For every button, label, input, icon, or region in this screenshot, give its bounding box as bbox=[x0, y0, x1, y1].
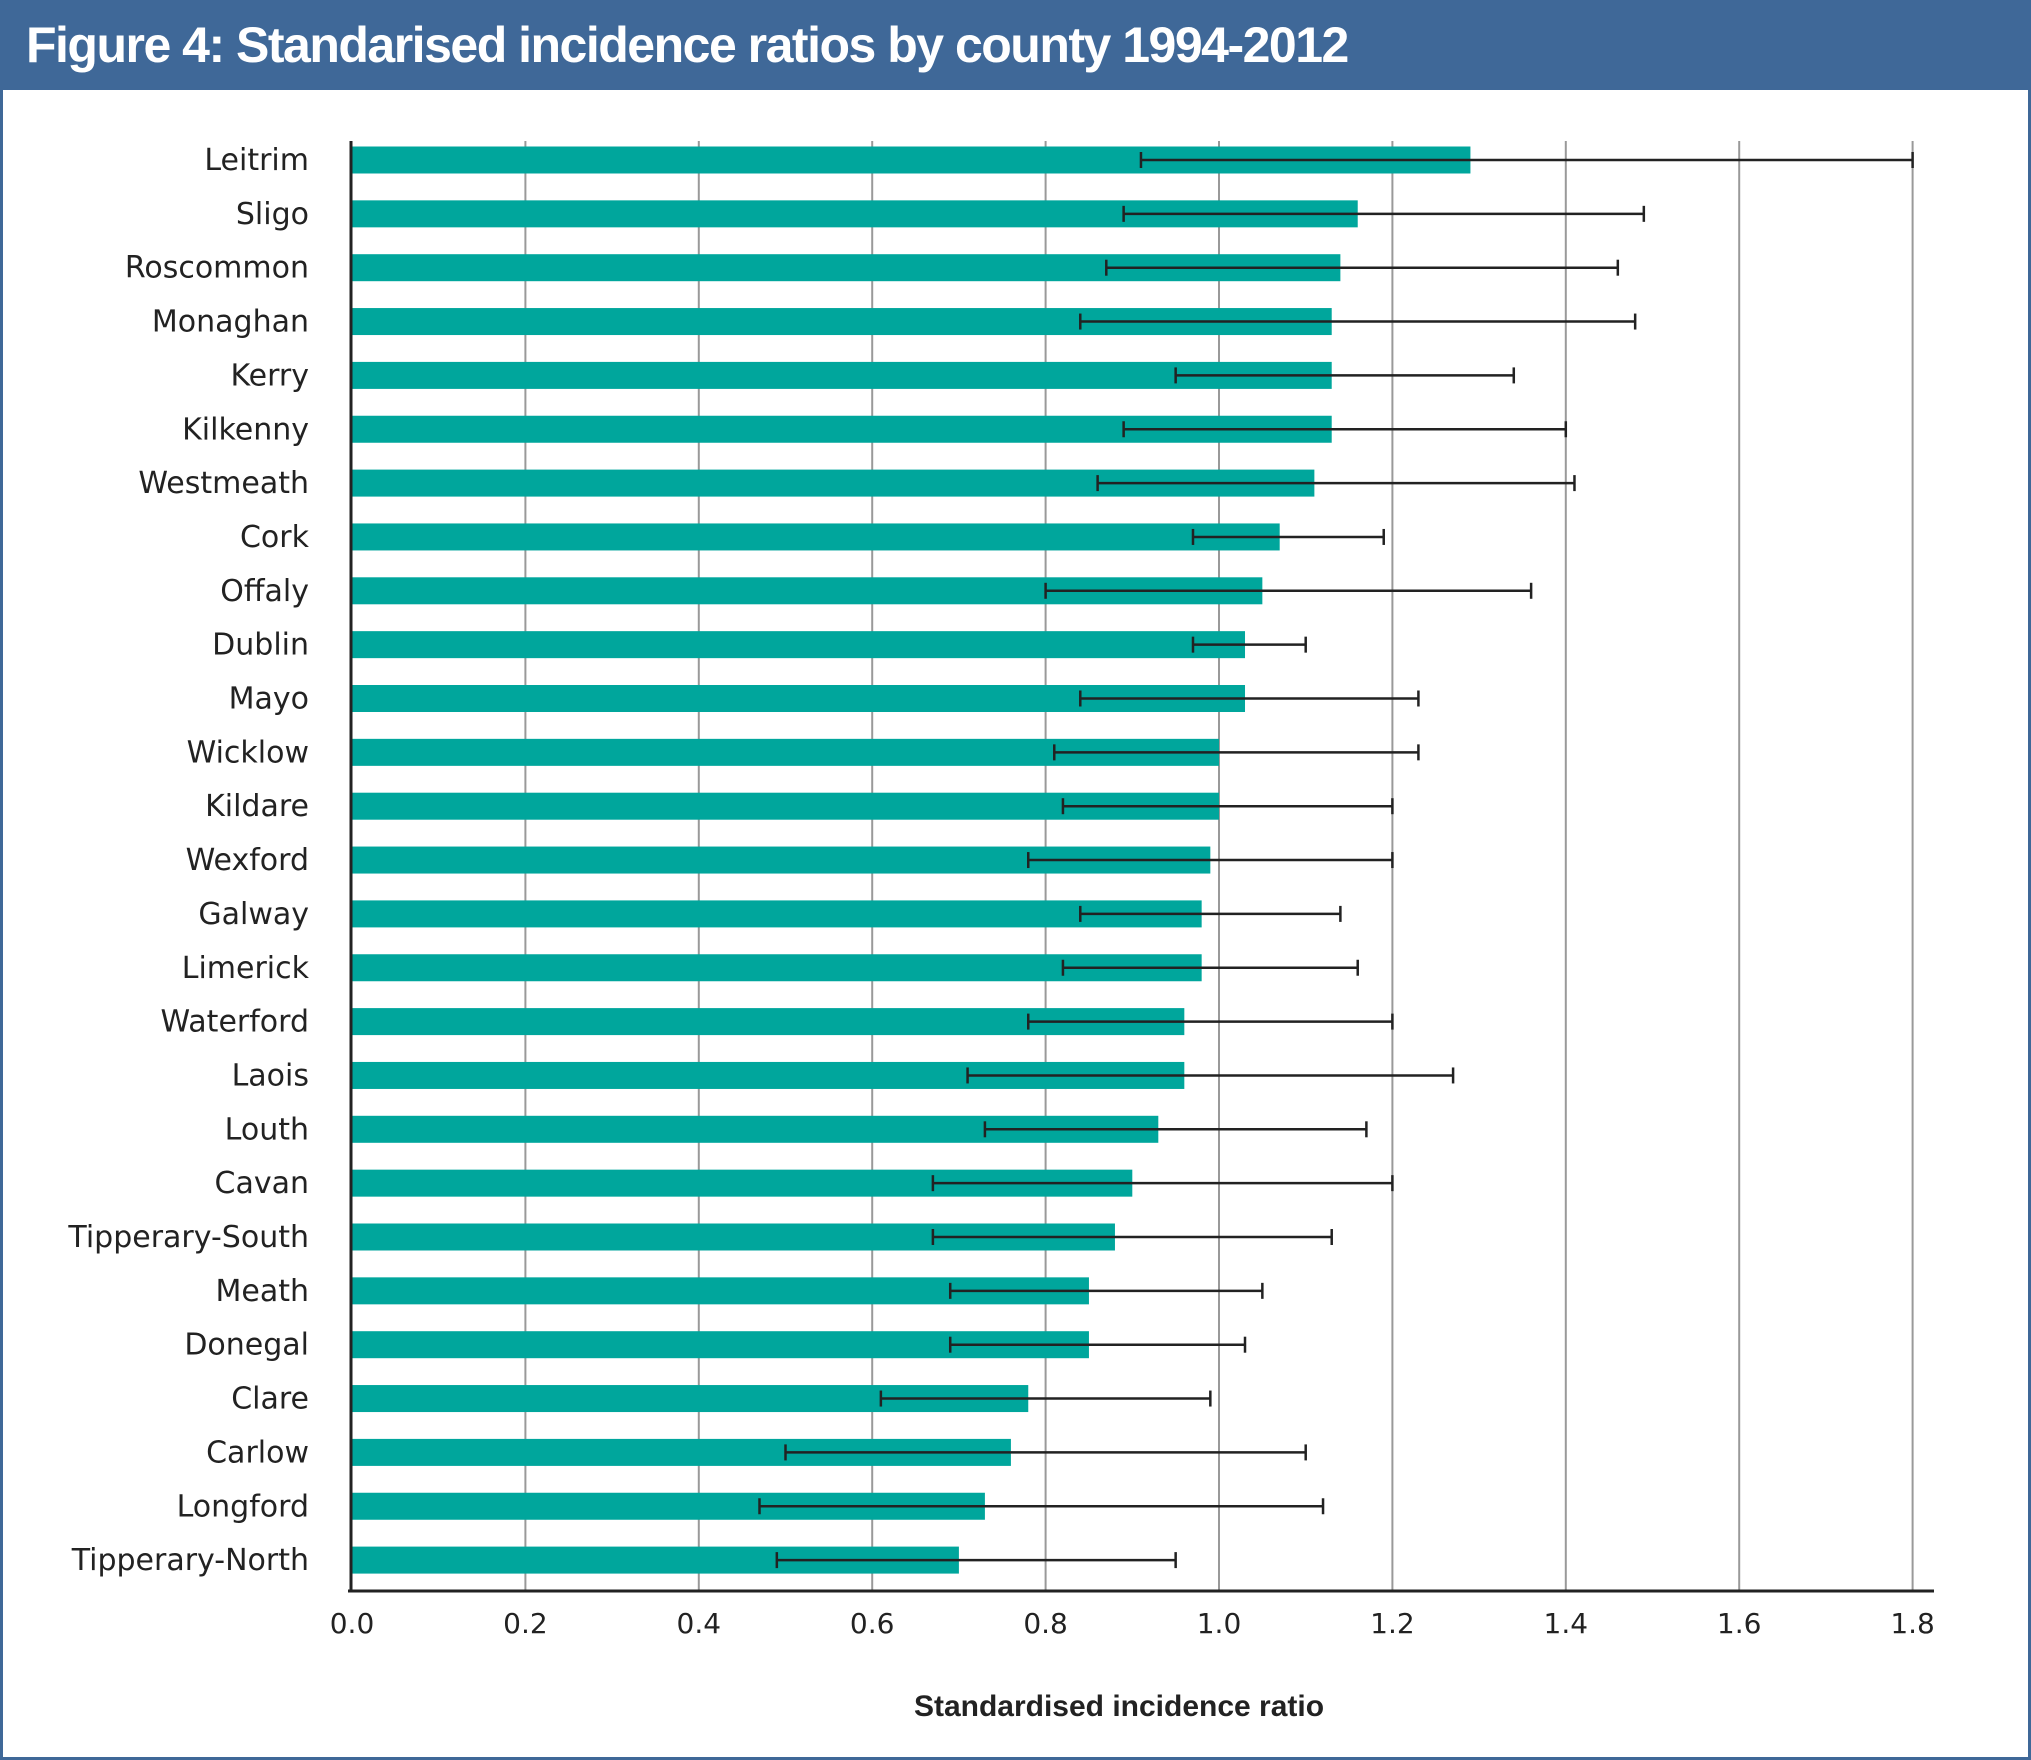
error-bar bbox=[1061, 798, 1394, 815]
axes bbox=[348, 141, 1934, 1593]
error-bar bbox=[1079, 690, 1420, 707]
category-label: Wicklow bbox=[187, 735, 309, 770]
x-tick-label: 0.8 bbox=[1023, 1607, 1068, 1640]
category-label: Westmeath bbox=[138, 466, 309, 501]
x-tick-label: 1.4 bbox=[1544, 1607, 1589, 1640]
category-label: Mayo bbox=[229, 682, 309, 717]
category-label: Tipperary-North bbox=[71, 1543, 309, 1578]
error-bar bbox=[1105, 259, 1620, 276]
category-label: Donegal bbox=[184, 1328, 309, 1363]
error-bar bbox=[1191, 636, 1307, 653]
category-label: Waterford bbox=[161, 1005, 309, 1040]
error-bar bbox=[1027, 1013, 1394, 1030]
error-bar bbox=[1096, 475, 1576, 492]
x-tick-labels: 0.0 0.2 0.4 0.6 0.8 1.0 1.2 1.4 1.6 1.8 bbox=[330, 1607, 1935, 1640]
category-label: Offaly bbox=[220, 574, 309, 609]
category-label: Kildare bbox=[205, 789, 309, 824]
category-label: Roscommon bbox=[125, 251, 309, 286]
category-label: Galway bbox=[198, 897, 309, 932]
error-bar bbox=[1079, 313, 1637, 330]
x-tick-label: 0.2 bbox=[503, 1607, 548, 1640]
category-label: Cavan bbox=[215, 1166, 309, 1201]
error-bar bbox=[948, 1282, 1264, 1299]
error-bar bbox=[1122, 205, 1646, 222]
error-bar bbox=[1139, 152, 1914, 168]
category-labels: Leitrim Sligo Roscommon Monaghan Kerry Kilken… bbox=[67, 143, 309, 1578]
error-bar bbox=[1053, 744, 1420, 761]
category-label: Leitrim bbox=[204, 143, 309, 178]
error-bar bbox=[948, 1336, 1247, 1353]
error-bar bbox=[1027, 852, 1394, 869]
error-bar bbox=[758, 1498, 1325, 1515]
figure-title: Figure 4: Standarised incidence ratios b… bbox=[26, 17, 1349, 73]
category-label: Louth bbox=[225, 1112, 309, 1147]
bar bbox=[352, 523, 1280, 551]
category-label: Limerick bbox=[182, 951, 310, 986]
category-label: Tipperary-South bbox=[67, 1220, 309, 1255]
category-label: Wexford bbox=[186, 843, 309, 878]
error-bar bbox=[1191, 528, 1385, 545]
error-bar bbox=[983, 1121, 1368, 1138]
x-tick-label: 1.6 bbox=[1717, 1607, 1762, 1640]
bar bbox=[352, 361, 1332, 389]
category-label: Kilkenny bbox=[182, 412, 309, 447]
error-bar bbox=[1044, 582, 1533, 599]
title-bar: Figure 4: Standarised incidence ratios b… bbox=[0, 0, 2031, 90]
x-tick-label: 1.8 bbox=[1890, 1607, 1935, 1640]
error-bar bbox=[1079, 905, 1342, 922]
error-bars bbox=[758, 152, 1914, 1569]
x-tick-label: 0.6 bbox=[850, 1607, 895, 1640]
category-label: Clare bbox=[231, 1382, 309, 1417]
x-tick-label: 0.0 bbox=[330, 1607, 375, 1640]
x-tick-label: 1.2 bbox=[1370, 1607, 1415, 1640]
x-tick-label: 1.0 bbox=[1197, 1607, 1242, 1640]
error-bar bbox=[879, 1390, 1212, 1407]
error-bar bbox=[775, 1552, 1177, 1569]
bar bbox=[352, 954, 1202, 982]
error-bar bbox=[931, 1229, 1333, 1245]
error-bar bbox=[1174, 367, 1516, 384]
category-label: Monaghan bbox=[152, 305, 309, 340]
bar bbox=[352, 900, 1202, 928]
category-label: Meath bbox=[215, 1274, 309, 1309]
x-axis-title: Standardised incidence ratio bbox=[914, 1690, 1324, 1723]
error-bar bbox=[1122, 421, 1568, 438]
category-label: Cork bbox=[240, 520, 310, 555]
category-label: Dublin bbox=[212, 628, 309, 663]
error-bar bbox=[931, 1175, 1394, 1192]
category-label: Kerry bbox=[230, 358, 309, 393]
error-bar bbox=[784, 1444, 1307, 1461]
category-label: Laois bbox=[232, 1058, 309, 1093]
category-label: Longford bbox=[177, 1489, 309, 1524]
bar bbox=[352, 631, 1246, 659]
error-bar bbox=[966, 1067, 1455, 1084]
category-label: Carlow bbox=[206, 1435, 309, 1470]
category-label: Sligo bbox=[236, 197, 309, 232]
x-tick-label: 0.4 bbox=[677, 1607, 722, 1640]
error-bar bbox=[1061, 959, 1359, 976]
